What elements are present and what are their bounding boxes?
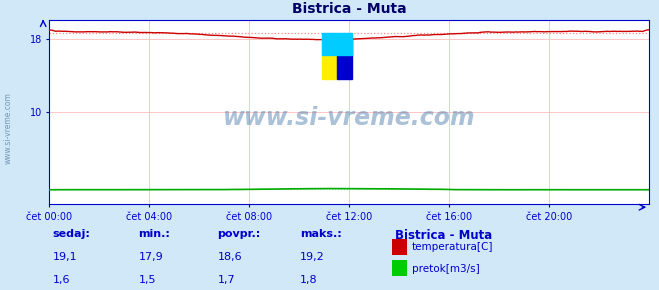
Text: 1,7: 1,7 <box>217 276 235 285</box>
Text: sedaj:: sedaj: <box>53 229 90 239</box>
Text: 1,5: 1,5 <box>138 276 156 285</box>
Text: maks.:: maks.: <box>300 229 341 239</box>
Text: www.si-vreme.com: www.si-vreme.com <box>223 106 476 130</box>
Text: 1,6: 1,6 <box>53 276 71 285</box>
Text: 19,1: 19,1 <box>53 252 77 262</box>
Bar <box>322 39 337 79</box>
Text: 1,8: 1,8 <box>300 276 318 285</box>
Text: 17,9: 17,9 <box>138 252 163 262</box>
Text: 18,6: 18,6 <box>217 252 242 262</box>
Text: www.si-vreme.com: www.si-vreme.com <box>3 92 13 164</box>
Text: Bistrica - Muta: Bistrica - Muta <box>395 229 493 242</box>
Text: temperatura[C]: temperatura[C] <box>412 242 494 252</box>
Text: 19,2: 19,2 <box>300 252 325 262</box>
Text: min.:: min.: <box>138 229 170 239</box>
Bar <box>337 39 353 79</box>
Text: povpr.:: povpr.: <box>217 229 261 239</box>
Title: Bistrica - Muta: Bistrica - Muta <box>292 2 407 16</box>
Bar <box>322 33 353 55</box>
Text: pretok[m3/s]: pretok[m3/s] <box>412 264 480 274</box>
